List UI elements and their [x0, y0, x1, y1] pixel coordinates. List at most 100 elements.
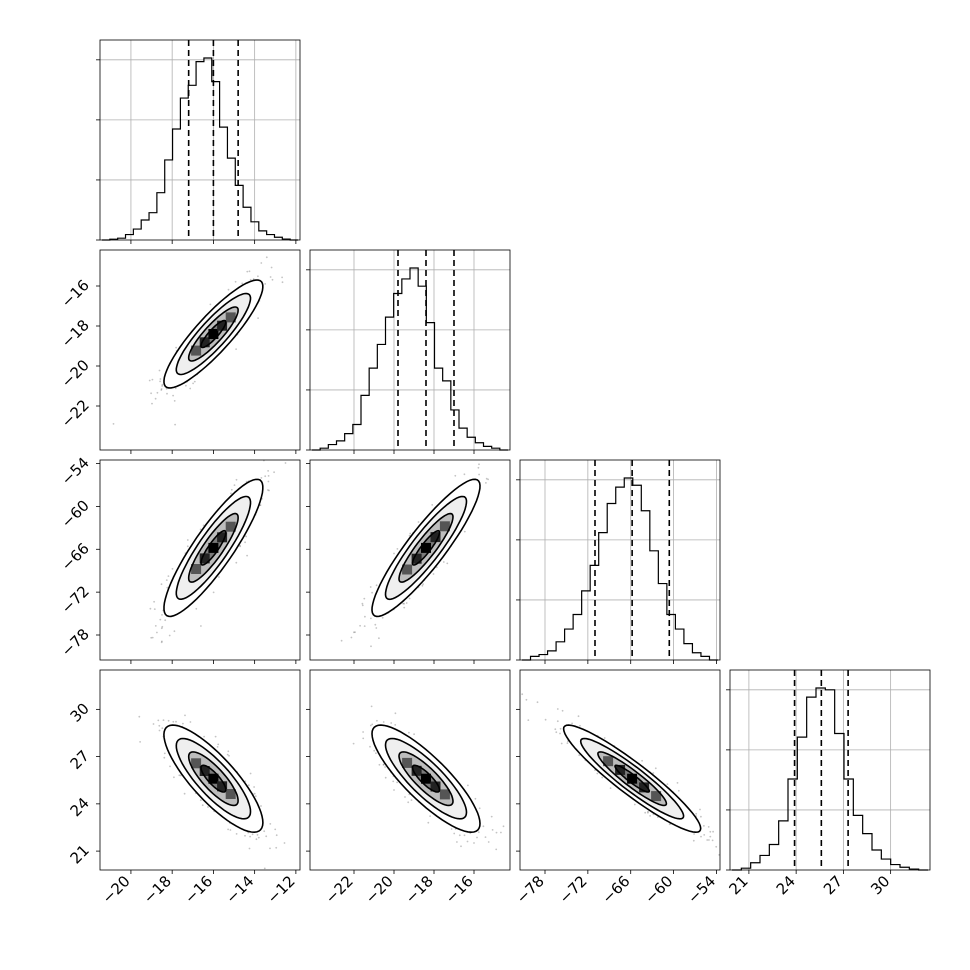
scatter-point [174, 387, 177, 390]
scatter-point [699, 808, 701, 811]
scatter-point [263, 867, 266, 870]
density-cell [191, 564, 202, 574]
density-cell [411, 765, 422, 776]
scatter-point [422, 583, 424, 585]
scatter-point [381, 616, 384, 619]
scatter-point [239, 545, 242, 548]
scatter-point [161, 385, 164, 387]
scatter-point [216, 746, 219, 748]
scatter-point [281, 281, 284, 284]
scatter-point [234, 280, 237, 283]
scatter-point [251, 833, 254, 836]
contour-0 [562, 724, 702, 834]
scatter-point [495, 848, 498, 851]
scatter-point [525, 698, 528, 701]
scatter-point [666, 783, 669, 785]
scatter-point [148, 379, 151, 382]
contour-2 [597, 751, 668, 807]
panel-frame [99, 459, 301, 661]
y-tick-label: −60 [58, 497, 93, 532]
density-cell [651, 791, 662, 802]
scatter-point [555, 731, 558, 734]
panel-3-2: −78 −72 −66 −60 −54 [513, 669, 721, 907]
x-tick-label: 21 [725, 872, 751, 898]
scatter-point [707, 826, 710, 828]
scatter-point [484, 836, 487, 838]
scatter-point [384, 766, 386, 768]
scatter-point [269, 276, 272, 278]
scatter-point [405, 602, 408, 604]
scatter-point [255, 838, 258, 841]
density-cell [639, 782, 650, 793]
x-tick-label: 24 [773, 872, 799, 898]
x-tick-label: 27 [820, 872, 846, 898]
scatter-point [417, 521, 420, 523]
scatter-point [446, 562, 449, 565]
scatter-point [193, 380, 196, 383]
panel-2-2 [516, 459, 721, 664]
scatter-point [362, 731, 364, 733]
scatter-point [209, 303, 212, 306]
scatter-point [463, 834, 466, 837]
y-tick-label: 30 [67, 699, 93, 725]
scatter-point [429, 815, 431, 817]
scatter-point [230, 488, 233, 491]
scatter-point [409, 532, 412, 535]
scatter-point [371, 591, 373, 594]
scatter-point [485, 477, 488, 480]
scatter-point [382, 764, 385, 766]
scatter-point [478, 473, 480, 476]
scatter-point [248, 270, 251, 273]
scatter-point [477, 466, 480, 469]
scatter-point [252, 278, 255, 280]
contour-2 [187, 751, 239, 807]
density-cell [430, 781, 441, 792]
scatter-point [246, 270, 249, 273]
scatter-point [257, 317, 259, 319]
scatter-point [571, 722, 573, 725]
scatter-point [703, 825, 705, 827]
x-tick-label: −12 [264, 872, 299, 907]
scatter-point [159, 378, 162, 380]
scatter-point [390, 722, 393, 724]
scatter-point [174, 423, 177, 426]
scatter-point [477, 831, 480, 834]
scatter-point [364, 615, 366, 618]
scatter-point [281, 276, 283, 279]
scatter-point [265, 835, 268, 838]
scatter-point [153, 608, 156, 610]
scatter-point [218, 576, 220, 578]
scatter-point [668, 823, 671, 826]
scatter-point [157, 719, 160, 722]
scatter-point [263, 830, 266, 833]
scatter-point [257, 275, 259, 278]
scatter-point [560, 742, 563, 745]
scatter-point [454, 474, 457, 477]
panel-frame [729, 669, 931, 871]
panel-3-3: 21 24 27 30 [725, 669, 931, 898]
scatter-point [408, 597, 411, 600]
contour-0 [163, 478, 264, 618]
scatter-point [396, 781, 398, 784]
scatter-point [450, 828, 453, 830]
scatter-point [394, 724, 397, 726]
density-cell [421, 542, 431, 553]
scatter-point [168, 634, 171, 637]
scatter-point [166, 586, 169, 589]
scatter-point [264, 475, 267, 478]
scatter-point [233, 484, 236, 486]
y-tick-label: 24 [67, 794, 93, 820]
scatter-point [369, 724, 372, 727]
scatter-point [275, 834, 278, 837]
density-cell [225, 312, 236, 323]
x-tick-label: −78 [513, 872, 548, 907]
scatter-point [273, 471, 275, 474]
scatter-point [172, 394, 175, 397]
scatter-point [275, 846, 278, 849]
scatter-point [693, 833, 695, 835]
density-cell [199, 553, 210, 564]
x-tick-label: −60 [641, 872, 676, 907]
scatter-point [652, 772, 655, 774]
scatter-point [554, 728, 557, 731]
scatter-point [151, 402, 153, 405]
